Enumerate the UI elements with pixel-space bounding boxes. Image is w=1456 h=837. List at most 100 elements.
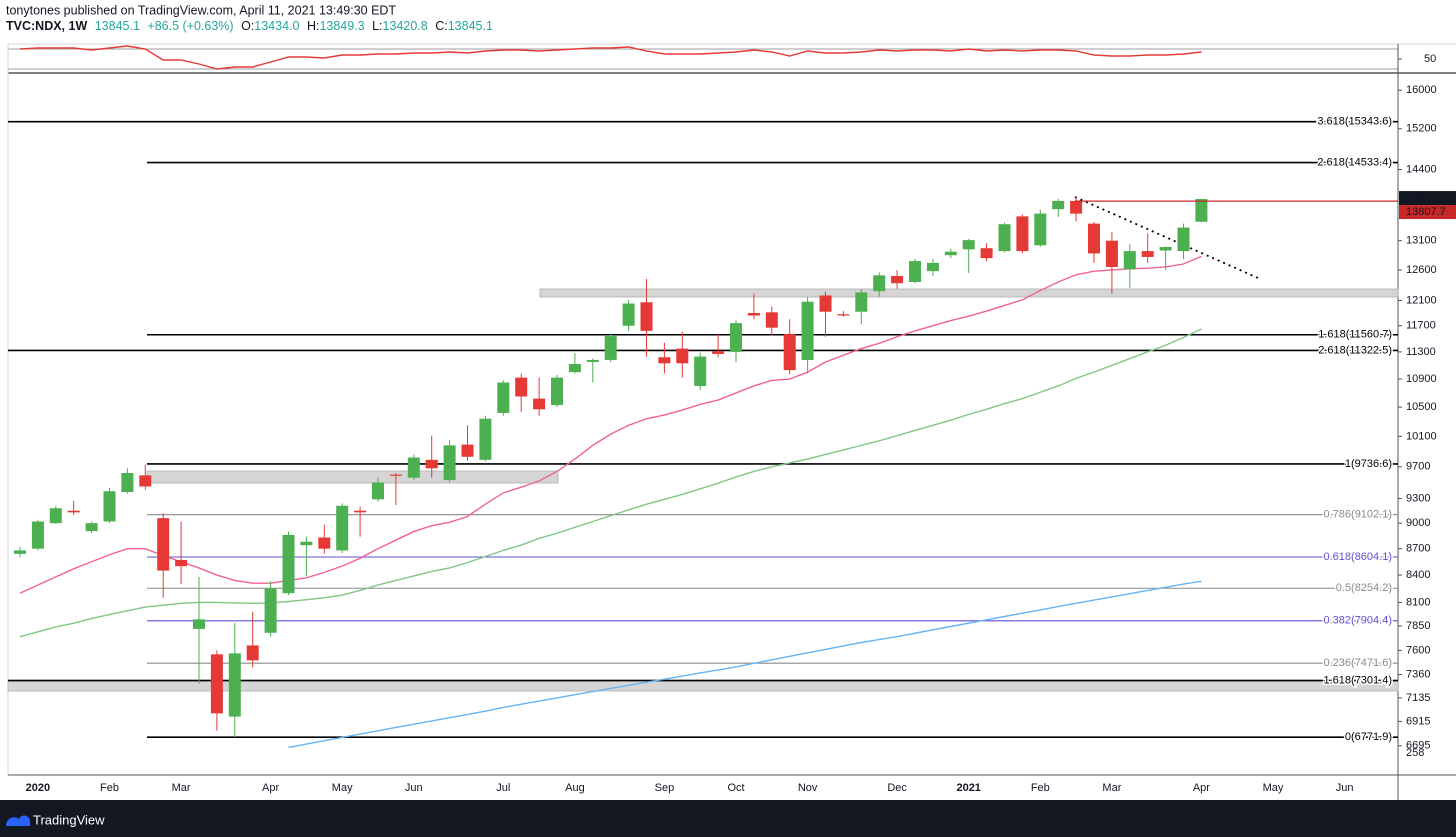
- y-tick-label: 7850: [1406, 620, 1430, 632]
- brand-name: TradingView: [33, 812, 105, 827]
- symbol-line: TVC:NDX, 1W 13845.1 +86.5 (+0.63%) O:134…: [6, 19, 493, 33]
- candle-body: [246, 645, 259, 661]
- candle-body: [998, 224, 1011, 252]
- fib-label: 3.618(15343.6): [1317, 116, 1392, 128]
- candle-body: [210, 654, 223, 714]
- candle-body: [157, 518, 170, 571]
- x-tick-label: Apr: [1193, 782, 1210, 794]
- candle-body: [354, 510, 367, 513]
- y-tick-label: 8100: [1406, 596, 1430, 608]
- candle-body: [622, 303, 635, 326]
- y-tick-label: 6695: [1406, 740, 1430, 752]
- x-tick-label: May: [332, 782, 353, 794]
- fib-label: 2.618(11322.5): [1318, 344, 1392, 356]
- y-tick-label: 14400: [1406, 163, 1437, 175]
- candle-body: [103, 491, 116, 522]
- candle-body: [389, 474, 402, 476]
- x-tick-label: Mar: [1102, 782, 1121, 794]
- candle-body: [819, 295, 832, 312]
- candle-body: [640, 302, 653, 331]
- last-price-label: 13845.1: [1406, 192, 1446, 204]
- y-tick-label: 8400: [1406, 569, 1430, 581]
- x-tick-label: Apr: [262, 782, 279, 794]
- level-price-label: 13807.7: [1406, 206, 1446, 218]
- zone: [146, 470, 559, 484]
- candle-body: [747, 312, 760, 316]
- candle-body: [962, 240, 975, 250]
- candle-body: [926, 262, 939, 272]
- candle-body: [1052, 200, 1065, 210]
- change: +86.5 (+0.63%): [147, 19, 233, 33]
- candle-body: [318, 537, 331, 549]
- fib-label: 2.618(14533.4): [1317, 156, 1392, 168]
- candle-body: [497, 382, 510, 413]
- candle-body: [909, 261, 921, 283]
- candle-body: [1123, 251, 1136, 270]
- candle-body: [533, 398, 546, 410]
- fib-label: 1(9736.6): [1345, 458, 1392, 470]
- candle-body: [49, 508, 62, 524]
- candle-body: [801, 301, 814, 360]
- brand-logo: [6, 815, 30, 826]
- level-price-box: [1399, 205, 1456, 220]
- ohlc-value: 13420.8: [383, 19, 428, 33]
- fib-label: 1.618(7301.4): [1324, 674, 1393, 686]
- fib-label: 0.618(8604.1): [1324, 551, 1393, 563]
- y-tick-label: 15200: [1406, 123, 1437, 135]
- y-tick-label: 11300: [1406, 346, 1436, 358]
- x-tick-label: Dec: [887, 782, 907, 794]
- candle-body: [461, 444, 474, 457]
- candle-body: [14, 550, 26, 554]
- y-tick-label: 6915: [1406, 715, 1430, 727]
- y-tick-label: 10900: [1406, 373, 1437, 385]
- line-series: [19, 328, 1202, 638]
- fib-label: 1.618(11560.7): [1318, 329, 1392, 341]
- y-tick-label: 13100: [1406, 235, 1437, 247]
- candle-body: [586, 359, 599, 362]
- x-tick-label: Feb: [1031, 782, 1050, 794]
- candle-body: [228, 653, 241, 717]
- plot: 6695 6915 7135 7360 7600 7850 8100 8400 8700 9000…: [8, 45, 1456, 794]
- candle-body: [282, 534, 295, 594]
- candle-body: [425, 459, 438, 469]
- y-tick-label: 7135: [1406, 692, 1430, 704]
- candle-body: [1195, 199, 1208, 222]
- candle-body: [264, 588, 277, 633]
- y-tick-label: 16000: [1406, 84, 1437, 96]
- candle-body: [121, 473, 134, 493]
- candle-body: [730, 323, 742, 352]
- y-tick-label: 10100: [1406, 430, 1437, 442]
- ohlc-value: 13845.1: [448, 19, 493, 33]
- ohlc-value: 13434.0: [254, 19, 299, 33]
- ohlc-label: L:: [372, 19, 382, 33]
- y-tick-label: 11700: [1406, 320, 1436, 332]
- footer-bar: [0, 800, 1456, 837]
- candle-body: [515, 377, 528, 397]
- x-tick-label: Sep: [655, 782, 675, 794]
- candle-body: [676, 348, 689, 364]
- candle-body: [139, 475, 152, 487]
- candle-body: [1070, 200, 1083, 214]
- y-tick-label: 7600: [1406, 644, 1430, 656]
- candle-body: [765, 312, 778, 328]
- candle-body: [891, 275, 904, 284]
- line-series: [288, 580, 1202, 749]
- fib-label: 0.382(7904.4): [1324, 615, 1393, 627]
- candle-body: [31, 521, 44, 549]
- candle-body: [855, 292, 868, 312]
- fib-label: 0.786(9102.1): [1324, 509, 1393, 521]
- candle-body: [944, 251, 957, 256]
- candle-body: [1177, 227, 1190, 252]
- candle-body: [300, 541, 313, 546]
- y-axis-extra-label: 258: [1406, 747, 1424, 759]
- y-tick-label: 12600: [1406, 264, 1437, 276]
- x-tick-label: Feb: [100, 782, 119, 794]
- line-series: [19, 255, 1202, 594]
- candle-body: [407, 457, 420, 478]
- candle-body: [568, 363, 581, 373]
- candle-body: [479, 418, 492, 460]
- y-tick-label: 10500: [1406, 401, 1437, 413]
- x-tick-label: Jul: [496, 782, 510, 794]
